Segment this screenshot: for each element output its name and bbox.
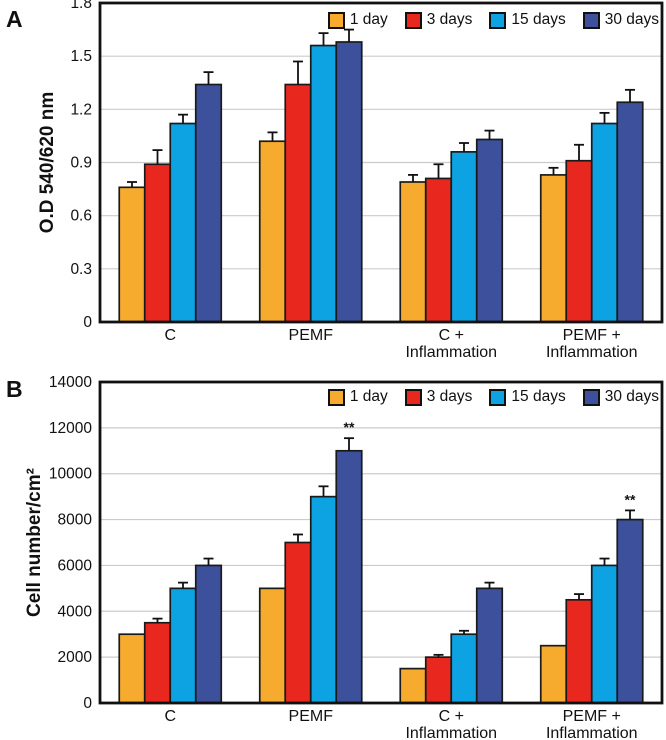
legend-swatch	[489, 11, 507, 29]
y-tick-label: 4000	[58, 603, 93, 620]
bar-3days-1	[284, 83, 312, 323]
bar-3days-0	[143, 621, 172, 704]
bar-1day-2	[399, 181, 427, 323]
bar-3days-2	[424, 177, 453, 323]
legend-label: 1 day	[349, 388, 388, 405]
bar-30days-3	[616, 101, 644, 323]
legend-item: 1 day	[327, 11, 388, 29]
legend-swatch	[582, 388, 600, 406]
legend-label: 3 days	[426, 11, 473, 28]
legend-item: 3 days	[404, 11, 473, 29]
legend-label: 1 day	[349, 11, 388, 28]
legend-item: 30 days	[582, 388, 659, 406]
y-tick-label: 8000	[58, 512, 93, 529]
y-tick-label: 10000	[49, 466, 92, 483]
bar-1day-1	[258, 140, 287, 323]
bar-30days-2	[475, 587, 504, 704]
plot-border	[98, 1, 664, 324]
panel-a-label: A	[6, 6, 23, 32]
y-tick-label: 0.3	[70, 261, 92, 278]
bar-1day-2	[399, 667, 427, 704]
bar-15days-3	[590, 122, 619, 323]
x-category-label: PEMF +	[563, 708, 621, 725]
bar-30days-3	[616, 518, 644, 704]
bar-1day-1	[258, 587, 287, 704]
x-category-label: Inflammation	[546, 344, 638, 361]
bar-15days-1	[309, 44, 338, 323]
bar-15days-2	[450, 633, 478, 704]
y-tick-label: 1.8	[70, 0, 92, 12]
legend-swatch	[582, 11, 600, 29]
legend-item: 15 days	[489, 388, 566, 406]
plot-border	[98, 380, 664, 705]
x-category-label: Inflammation	[405, 725, 497, 740]
y-tick-label: 1.5	[70, 48, 92, 65]
y-tick-label: 0.6	[70, 208, 92, 225]
bar-30days-1	[335, 449, 363, 704]
x-category-label: C +	[439, 708, 464, 725]
y-axis-title: Cell number/cm²	[24, 468, 45, 617]
y-tick-label: 2000	[58, 649, 93, 666]
bar-30days-2	[475, 138, 504, 323]
bar-3days-3	[565, 598, 593, 704]
bar-15days-2	[450, 151, 478, 323]
panel-b-label: B	[6, 376, 23, 402]
x-category-label: PEMF	[289, 708, 334, 725]
bar-15days-1	[309, 495, 338, 704]
legend-label: 15 days	[511, 11, 566, 28]
y-tick-label: 14000	[49, 374, 92, 391]
legend-swatch	[327, 11, 345, 29]
legend-swatch	[404, 388, 422, 406]
legend-label: 30 days	[604, 388, 659, 405]
y-tick-label: 12000	[49, 420, 92, 437]
bar-1day-0	[118, 186, 146, 323]
bar-3days-0	[143, 163, 172, 323]
bar-15days-0	[169, 587, 197, 704]
bar-15days-3	[590, 564, 619, 704]
y-tick-label: 0	[83, 695, 92, 712]
x-category-label: PEMF +	[563, 327, 621, 344]
panel-a-legend: 1 day 3 days 15 days 30 days	[327, 11, 659, 29]
legend-label: 15 days	[511, 388, 566, 405]
bar-1day-3	[539, 174, 568, 323]
y-tick-label: 1.2	[70, 101, 92, 118]
legend-item: 1 day	[327, 388, 388, 406]
legend-item: 3 days	[404, 388, 473, 406]
bar-30days-0	[194, 564, 223, 704]
x-category-label: Inflammation	[546, 725, 638, 740]
x-category-label: PEMF	[289, 327, 334, 344]
legend-item: 15 days	[489, 11, 566, 29]
bar-3days-2	[424, 656, 453, 704]
bar-3days-1	[284, 541, 312, 704]
x-category-label: C	[164, 327, 176, 344]
bar-1day-3	[539, 644, 568, 704]
significance-annotation: **	[625, 491, 636, 507]
y-tick-label: 0	[83, 314, 92, 331]
legend-item: 30 days	[582, 11, 659, 29]
bar-1day-0	[118, 633, 146, 704]
x-category-label: Inflammation	[405, 344, 497, 361]
legend-swatch	[489, 388, 507, 406]
panel-b-legend: 1 day 3 days 15 days 30 days	[327, 388, 659, 406]
x-category-label: C +	[439, 327, 464, 344]
bar-3days-3	[565, 159, 593, 323]
significance-annotation: **	[344, 419, 355, 435]
legend-swatch	[327, 388, 345, 406]
x-category-label: C	[164, 708, 176, 725]
bar-30days-1	[335, 41, 363, 323]
y-tick-label: 6000	[58, 557, 93, 574]
bar-30days-0	[194, 83, 223, 323]
bar-15days-0	[169, 122, 197, 323]
y-axis-title: O.D 540/620 nm	[37, 92, 58, 234]
legend-label: 30 days	[604, 11, 659, 28]
legend-swatch	[404, 11, 422, 29]
y-tick-label: 0.9	[70, 155, 92, 172]
legend-label: 3 days	[426, 388, 473, 405]
